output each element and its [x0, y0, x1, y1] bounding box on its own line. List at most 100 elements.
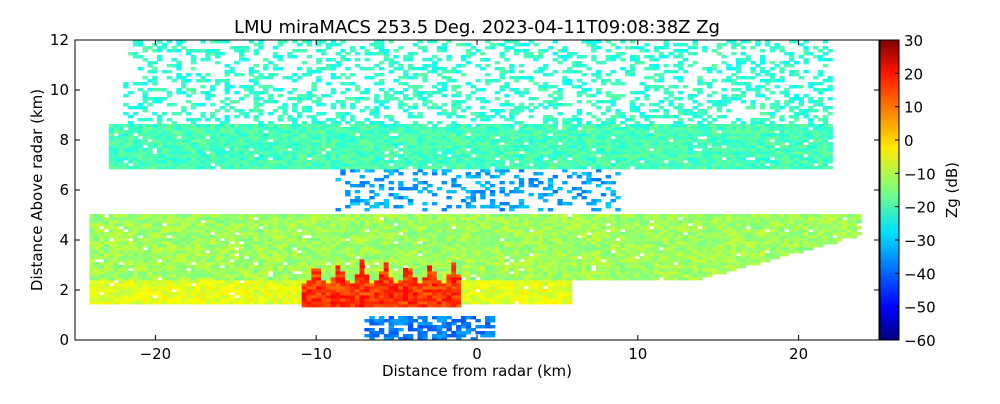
heatmap-cell	[147, 247, 153, 251]
heatmap-cell	[128, 229, 134, 233]
heatmap-cell	[147, 124, 153, 128]
heatmap-cell	[316, 289, 322, 293]
heatmap-cell	[398, 295, 404, 299]
heatmap-cell	[374, 163, 380, 167]
heatmap-cell	[388, 154, 394, 158]
heatmap-cell	[205, 139, 211, 143]
heatmap-cell	[441, 163, 447, 167]
heatmap-cell	[282, 157, 288, 161]
heatmap-cell	[152, 277, 158, 281]
heatmap-cell	[321, 52, 327, 56]
heatmap-cell	[292, 118, 298, 122]
heatmap-cell	[292, 133, 298, 137]
heatmap-cell	[94, 220, 100, 224]
heatmap-cell	[335, 265, 341, 269]
heatmap-cell	[292, 88, 298, 92]
heatmap-cell	[514, 106, 520, 110]
heatmap-cell	[335, 178, 341, 182]
heatmap-cell	[378, 241, 385, 245]
heatmap-cell	[364, 127, 370, 131]
heatmap-cell	[239, 124, 245, 128]
heatmap-cell	[176, 283, 182, 287]
heatmap-cell	[152, 163, 158, 167]
heatmap-cell	[166, 241, 173, 245]
heatmap-cell	[321, 139, 327, 143]
heatmap-cell	[316, 145, 322, 149]
heatmap-cell	[335, 232, 341, 236]
heatmap-cell	[354, 163, 361, 167]
heatmap-cell	[504, 118, 510, 122]
heatmap-cell	[166, 286, 173, 290]
heatmap-cell	[296, 301, 303, 305]
heatmap-cell	[258, 91, 264, 95]
heatmap-cell	[441, 238, 447, 242]
heatmap-cell	[451, 88, 457, 92]
heatmap-cell	[287, 52, 293, 56]
heatmap-cell	[470, 271, 476, 275]
heatmap-cell	[321, 268, 327, 272]
heatmap-cell	[224, 124, 230, 128]
heatmap-cell	[398, 187, 404, 191]
heatmap-cell	[205, 157, 211, 161]
heatmap-cell	[94, 232, 100, 236]
heatmap-cell	[296, 127, 303, 131]
heatmap-cell	[398, 46, 404, 50]
heatmap-cell	[89, 232, 95, 236]
heatmap-cell	[306, 127, 312, 131]
heatmap-cell	[205, 52, 211, 56]
heatmap-cell	[142, 283, 148, 287]
heatmap-cell	[195, 79, 201, 83]
heatmap-cell	[470, 229, 476, 233]
heatmap-cell	[186, 118, 192, 122]
heatmap-cell	[504, 289, 510, 293]
heatmap-cell	[489, 154, 496, 158]
heatmap-cell	[417, 265, 423, 269]
heatmap-cell	[451, 268, 457, 272]
heatmap-cell	[451, 238, 457, 242]
heatmap-cell	[296, 244, 303, 248]
heatmap-cell	[292, 103, 298, 107]
heatmap-cell	[239, 277, 245, 281]
heatmap-cell	[523, 295, 529, 299]
heatmap-cell	[123, 82, 129, 86]
heatmap-cell	[417, 268, 423, 272]
heatmap-cell	[441, 280, 447, 284]
heatmap-cell	[166, 265, 173, 269]
heatmap-cell	[113, 154, 119, 158]
heatmap-cell	[311, 283, 317, 287]
heatmap-cell	[99, 262, 105, 266]
heatmap-cell	[345, 127, 351, 131]
heatmap-cell	[171, 256, 177, 260]
heatmap-cell	[272, 217, 279, 221]
heatmap-cell	[364, 181, 370, 185]
heatmap-cell	[123, 265, 129, 269]
heatmap-cell	[465, 157, 472, 161]
heatmap-cell	[316, 121, 322, 125]
heatmap-cell	[393, 217, 399, 221]
heatmap-cell	[374, 214, 380, 218]
heatmap-cell	[113, 220, 119, 224]
heatmap-cell	[132, 298, 139, 302]
heatmap-cell	[166, 127, 173, 131]
heatmap-cell	[258, 247, 264, 251]
heatmap-cell	[108, 130, 115, 134]
heatmap-cell	[113, 214, 119, 218]
heatmap-cell	[229, 139, 235, 143]
heatmap-cell	[157, 151, 163, 155]
heatmap-cell	[518, 133, 525, 137]
heatmap-cell	[383, 148, 390, 152]
heatmap-cell	[108, 214, 115, 218]
heatmap-cell	[272, 223, 279, 227]
heatmap-cell	[456, 271, 462, 275]
heatmap-cell	[234, 49, 240, 53]
heatmap-cell	[234, 46, 240, 50]
heatmap-cell	[157, 250, 163, 254]
heatmap-cell	[509, 115, 515, 119]
heatmap-cell	[460, 265, 467, 269]
heatmap-cell	[388, 157, 394, 161]
heatmap-cell	[200, 298, 206, 302]
heatmap-cell	[142, 220, 148, 224]
heatmap-cell	[378, 214, 385, 218]
heatmap-cell	[325, 232, 332, 236]
heatmap-cell	[142, 229, 148, 233]
